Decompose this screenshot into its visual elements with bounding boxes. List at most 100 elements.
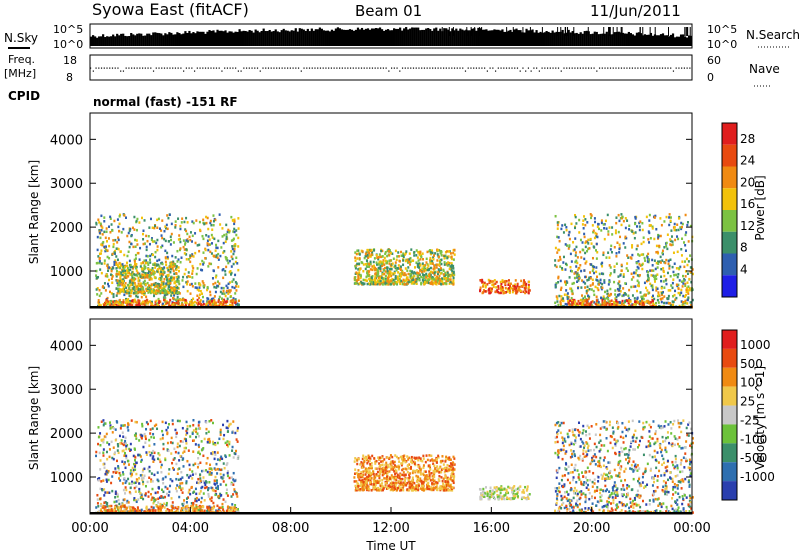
echo-pixel (156, 457, 159, 461)
echo-pixel (422, 267, 425, 271)
echo-pixel (397, 271, 400, 274)
echo-pixel (374, 266, 377, 270)
nsky-bar (617, 31, 620, 46)
nsky-bar (230, 31, 233, 46)
echo-pixel (161, 219, 164, 222)
echo-pixel (386, 266, 389, 270)
echo-pixel (175, 268, 178, 272)
echo-pixel (566, 292, 569, 295)
echo-pixel (647, 292, 650, 295)
echo-pixel (677, 283, 680, 287)
echo-pixel (581, 300, 584, 304)
echo-pixel (398, 274, 401, 278)
y-tick-label: 2000 (50, 221, 83, 236)
echo-pixel (409, 275, 412, 279)
echo-pixel (124, 290, 127, 294)
echo-pixel (393, 280, 396, 284)
echo-pixel (109, 215, 112, 219)
echo-pixel (557, 259, 560, 262)
echo-pixel (386, 280, 389, 283)
echo-pixel (137, 453, 140, 457)
echo-pixel (685, 290, 688, 294)
echo-pixel (195, 499, 198, 503)
echo-pixel (95, 288, 98, 291)
echo-pixel (199, 461, 202, 465)
echo-pixel (354, 259, 357, 262)
nsky-bar (136, 33, 139, 46)
echo-pixel (99, 487, 102, 491)
echo-pixel (418, 278, 421, 282)
echo-pixel (161, 291, 164, 294)
nsky-bar (306, 28, 309, 46)
freq-point (355, 67, 357, 69)
echo-pixel (448, 267, 451, 271)
echo-pixel (673, 226, 676, 229)
echo-pixel (154, 255, 157, 259)
echo-pixel (97, 426, 100, 429)
echo-pixel (618, 243, 621, 246)
echo-pixel (615, 216, 618, 219)
echo-pixel (97, 435, 100, 439)
echo-pixel (425, 272, 428, 276)
echo-pixel (132, 287, 135, 290)
echo-pixel (153, 285, 156, 288)
nsky-bar (124, 35, 127, 46)
echo-pixel (143, 273, 146, 277)
echo-pixel (406, 282, 409, 286)
echo-pixel (119, 262, 122, 265)
freq-point (106, 67, 108, 69)
echo-pixel (633, 271, 636, 274)
echo-pixel (595, 257, 598, 260)
echo-pixel (114, 496, 117, 499)
echo-pixel (495, 286, 498, 289)
nsky-bar (304, 30, 307, 46)
echo-pixel (114, 259, 117, 262)
nsky-bar (551, 30, 554, 46)
echo-pixel (150, 283, 153, 286)
echo-pixel (169, 281, 172, 285)
echo-pixel (123, 477, 126, 480)
echo-pixel (606, 213, 609, 217)
echo-pixel (101, 243, 104, 247)
echo-pixel (231, 449, 234, 452)
echo-pixel (388, 254, 391, 257)
echo-pixel (680, 300, 683, 303)
echo-pixel (199, 490, 202, 493)
echo-pixel (190, 282, 193, 286)
echo-pixel (125, 442, 128, 445)
colorbar-tick-label: 28 (740, 132, 755, 146)
echo-pixel (681, 285, 684, 288)
echo-pixel (158, 301, 161, 305)
echo-pixel (365, 275, 368, 279)
echo-pixel (160, 280, 163, 284)
echo-pixel (98, 303, 101, 306)
echo-pixel (167, 281, 170, 285)
echo-pixel (382, 281, 385, 284)
nsky-bar (679, 34, 683, 46)
echo-pixel (679, 226, 682, 229)
echo-pixel (355, 271, 358, 274)
echo-pixel (181, 440, 184, 444)
freq-point (125, 67, 127, 69)
echo-pixel (140, 508, 143, 512)
echo-pixel (141, 478, 144, 482)
echo-pixel (166, 214, 169, 217)
echo-pixel (525, 282, 528, 286)
echo-pixel (118, 302, 121, 306)
freq-point (117, 67, 119, 69)
nsky-bar (579, 32, 582, 46)
echo-pixel (177, 217, 180, 220)
echo-pixel (201, 268, 204, 272)
freq-point (98, 67, 100, 69)
nsky-bar (495, 29, 498, 46)
echo-pixel (124, 492, 127, 495)
freq-point (380, 67, 382, 69)
echo-pixel (608, 226, 611, 229)
echo-pixel (195, 505, 198, 509)
nsky-bar (346, 29, 350, 46)
echo-pixel (236, 262, 239, 265)
echo-pixel (135, 239, 138, 242)
echo-pixel (600, 229, 603, 232)
power-colorbar-label: Power [dB] (753, 175, 767, 240)
nsky-bar (340, 29, 344, 46)
